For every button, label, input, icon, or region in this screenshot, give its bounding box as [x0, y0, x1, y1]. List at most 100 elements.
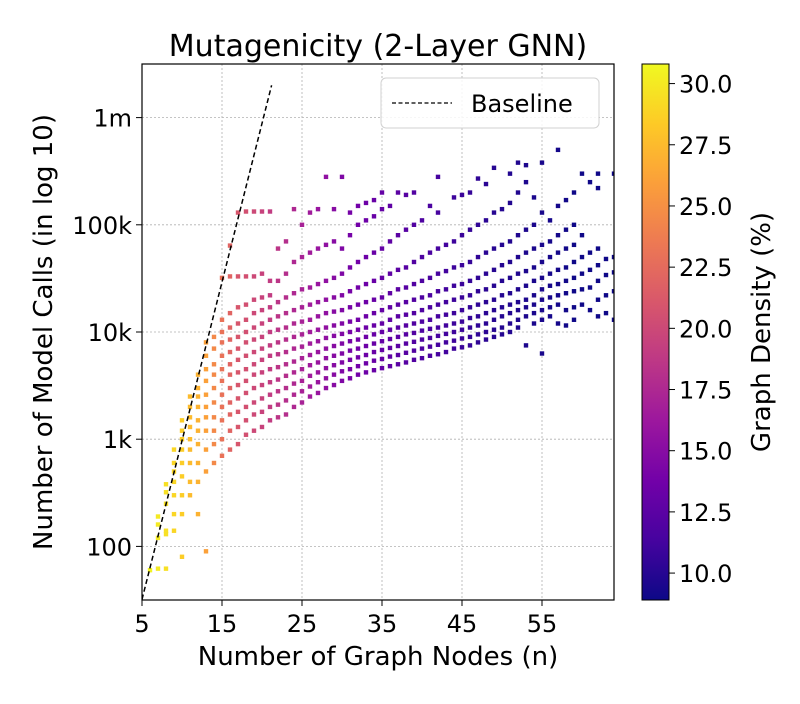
scatter-point [395, 232, 401, 238]
scatter-point [259, 382, 265, 388]
scatter-point [491, 267, 497, 273]
scatter-point [251, 209, 257, 214]
scatter-point [355, 337, 361, 342]
scatter-point [331, 323, 337, 328]
scatter-point [571, 259, 577, 265]
colorbar-tick-label: 10.0 [679, 560, 732, 588]
scatter-point [243, 366, 249, 372]
scatter-point [371, 341, 377, 346]
scatter-point [371, 250, 377, 255]
scatter-point [235, 370, 241, 375]
scatter-point [347, 232, 353, 238]
scatter-point [483, 299, 489, 305]
scatter-point [555, 281, 561, 287]
scatter-point [499, 278, 505, 284]
scatter-point [483, 337, 489, 342]
scatter-point [187, 447, 193, 452]
scatter-point [395, 302, 401, 307]
scatter-point [499, 314, 505, 319]
baseline-line [142, 85, 273, 600]
scatter-point [611, 254, 614, 260]
scatter-point [491, 210, 497, 215]
scatter-point [491, 283, 497, 288]
scatter-point [179, 474, 185, 479]
scatter-point [611, 317, 614, 322]
scatter-point [379, 246, 385, 251]
scatter-point [331, 343, 337, 349]
scatter-point [299, 332, 305, 337]
scatter-point [347, 376, 353, 381]
scatter-point [267, 343, 273, 348]
scatter-point [211, 460, 217, 466]
scatter-point [379, 206, 385, 212]
scatter-point [539, 307, 545, 313]
scatter-point [339, 341, 345, 346]
scatter-point [379, 365, 385, 371]
scatter-point [579, 271, 585, 276]
scatter-point [147, 567, 153, 573]
scatter-point [267, 209, 273, 214]
scatter-point [227, 428, 233, 433]
scatter-point [539, 287, 545, 292]
scatter-point [435, 325, 441, 330]
scatter-point [179, 447, 185, 452]
colorbar-tick-label: 17.5 [679, 377, 732, 405]
scatter-point [187, 415, 193, 420]
scatter-point [203, 447, 209, 452]
scatter-point [387, 305, 393, 310]
scatter-point [211, 415, 217, 420]
scatter-point [419, 355, 425, 361]
scatter-point [275, 377, 281, 382]
scatter-point [363, 314, 369, 319]
scatter-point [371, 323, 377, 328]
x-tick-label: 25 [287, 610, 318, 638]
scatter-point [499, 305, 505, 310]
x-tick-label: 15 [207, 610, 238, 638]
scatter-point [523, 283, 529, 288]
scatter-point [603, 272, 609, 278]
scatter-point [299, 254, 305, 260]
scatter-point [307, 373, 313, 379]
scatter-point [323, 365, 329, 371]
scatter-point [435, 174, 441, 180]
scatter-point [267, 418, 273, 423]
scatter-point [459, 327, 465, 332]
scatter-point [435, 246, 441, 251]
scatter-point [491, 246, 497, 251]
x-tick-label: 35 [367, 610, 398, 638]
scatter-point [507, 171, 513, 176]
scatter-point [179, 437, 185, 442]
scatter-point [435, 289, 441, 294]
scatter-point [307, 285, 313, 290]
scatter-point [467, 334, 473, 340]
scatter-point [427, 335, 433, 341]
scatter-point [475, 275, 481, 281]
scatter-point [379, 295, 385, 300]
scatter-point [611, 289, 614, 294]
scatter-point [211, 400, 217, 405]
colorbar-tick-label: 22.5 [679, 254, 732, 282]
scatter-point [467, 343, 473, 348]
scatter-point [211, 334, 217, 340]
scatter-point [379, 329, 385, 335]
scatter-point [475, 323, 481, 328]
scatter-point [251, 362, 257, 367]
scatter-point [595, 171, 601, 176]
scatter-point [227, 349, 233, 355]
scatter-point [267, 404, 273, 410]
scatter-point [587, 179, 593, 185]
scatter-point [315, 314, 321, 319]
scatter-point [339, 351, 345, 356]
x-axis-title: Number of Graph Nodes (n) [198, 642, 558, 672]
scatter-point [539, 259, 545, 265]
scatter-point [251, 372, 257, 377]
chart-title: Mutagenicity (2-Layer GNN) [169, 29, 587, 64]
scatter-point [403, 332, 409, 337]
scatter-point [211, 428, 217, 433]
scatter-point [323, 174, 329, 180]
scatter-point [515, 287, 521, 292]
scatter-point [235, 321, 241, 326]
scatter-point [179, 418, 185, 423]
scatter-point [283, 362, 289, 367]
scatter-point [227, 362, 233, 367]
